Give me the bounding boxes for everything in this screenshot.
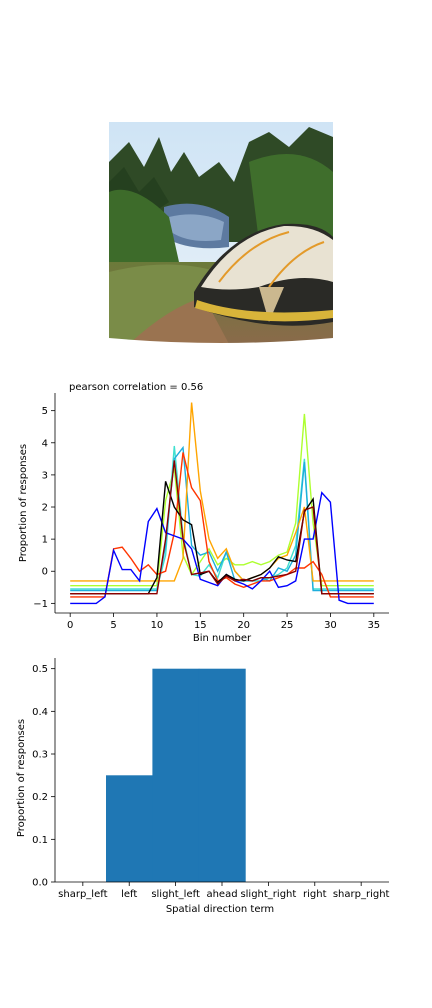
x-tick-label: 0 [67,620,73,631]
chart-title: pearson correlation = 0.56 [69,382,203,393]
x-tick-label: 15 [194,620,207,631]
x-tick-label: right [303,889,327,900]
y-tick-label: 3 [42,470,48,481]
x-tick-label: left [121,889,137,900]
y-tick-label: 2 [42,503,48,514]
x-axis-label: Bin number [193,633,252,644]
y-tick-label: 0 [42,567,48,578]
x-tick-label: 5 [110,620,116,631]
series-line-3 [70,402,374,582]
y-axis-label: Proportion of responses [16,719,27,837]
x-tick-label: sharp_left [58,889,107,900]
x-tick-label: 25 [281,620,294,631]
y-tick-label: 0.0 [32,878,48,889]
y-tick-label: 1 [42,535,48,546]
x-tick-label: 10 [151,620,164,631]
x-tick-label: slight_right [240,889,296,900]
x-tick-label: sharp_right [333,889,390,900]
y-tick-label: 5 [42,406,48,417]
campsite-photo [109,122,333,344]
bar-slight_left [152,668,200,882]
y-tick-label: 0.5 [32,664,48,675]
bar-chart: sharp_left left slight_left ahead slight_rig… [16,658,390,915]
y-tick-label: 0.1 [32,835,48,846]
series-line-4 [70,452,374,598]
y-tick-label: 4 [42,438,48,449]
x-tick-label: 20 [237,620,250,631]
bar-left [106,775,153,882]
bar-ahead [198,668,246,882]
series-line-1 [70,445,374,590]
x-tick-label: 35 [367,620,380,631]
line-chart: pearson correlation = 0.560 5 10 15 20 25 30 35… [18,382,389,644]
series-line-7 [70,460,374,595]
x-tick-label: ahead [206,889,237,900]
series-line-6 [70,481,374,595]
y-tick-label: 0.2 [32,792,48,803]
x-tick-label: 30 [324,620,337,631]
x-tick-label: slight_left [151,889,200,900]
y-axis-label: Proportion of responses [18,444,29,562]
y-tick-label: 0.4 [32,707,48,718]
y-tick-label: −1 [33,599,48,610]
x-axis-label: Spatial direction term [166,904,274,915]
series-line-2 [70,445,374,592]
y-tick-label: 0.3 [32,750,48,761]
